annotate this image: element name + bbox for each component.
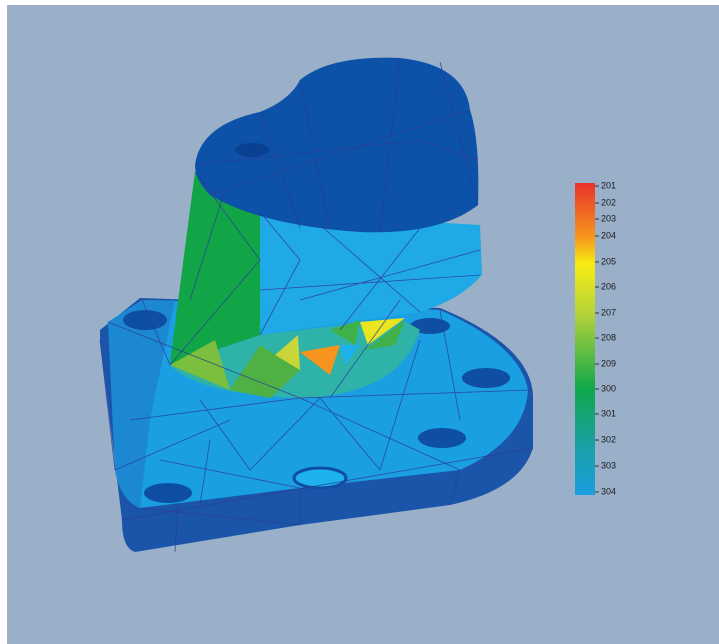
legend-label: 303 <box>601 460 616 470</box>
element <box>365 320 405 350</box>
top-hole <box>235 143 269 157</box>
legend-labels: 201 202 203 204 205 206 207 208 209 300 301 302 303 3… <box>595 180 616 496</box>
element <box>300 345 340 375</box>
element <box>170 340 230 390</box>
base-edge <box>108 300 175 508</box>
legend-label: 209 <box>601 358 616 368</box>
legend-label: 202 <box>601 197 616 207</box>
hole <box>144 483 192 503</box>
legend-label: 301 <box>601 408 616 418</box>
legend-label: 208 <box>601 332 616 342</box>
element <box>230 345 300 398</box>
legend-label: 302 <box>601 434 616 444</box>
legend: 201 202 203 204 205 206 207 208 209 300 301 302 303 3… <box>575 180 616 496</box>
legend-label: 304 <box>601 486 616 496</box>
legend-label: 207 <box>601 307 616 317</box>
legend-label: 204 <box>601 230 616 240</box>
color-bar <box>575 183 595 495</box>
model <box>99 57 534 553</box>
element <box>360 318 405 345</box>
boss-left <box>170 172 260 365</box>
legend-label: 203 <box>601 213 616 223</box>
element <box>340 345 360 365</box>
hole <box>418 428 466 448</box>
element <box>330 320 360 345</box>
legend-label: 206 <box>601 281 616 291</box>
element <box>275 335 300 370</box>
hole <box>123 310 167 330</box>
top-face <box>195 57 479 233</box>
boss-right <box>260 212 482 335</box>
legend-label: 300 <box>601 383 616 393</box>
hole <box>462 368 510 388</box>
legend-label: 205 <box>601 256 616 266</box>
legend-label: 201 <box>601 180 616 190</box>
